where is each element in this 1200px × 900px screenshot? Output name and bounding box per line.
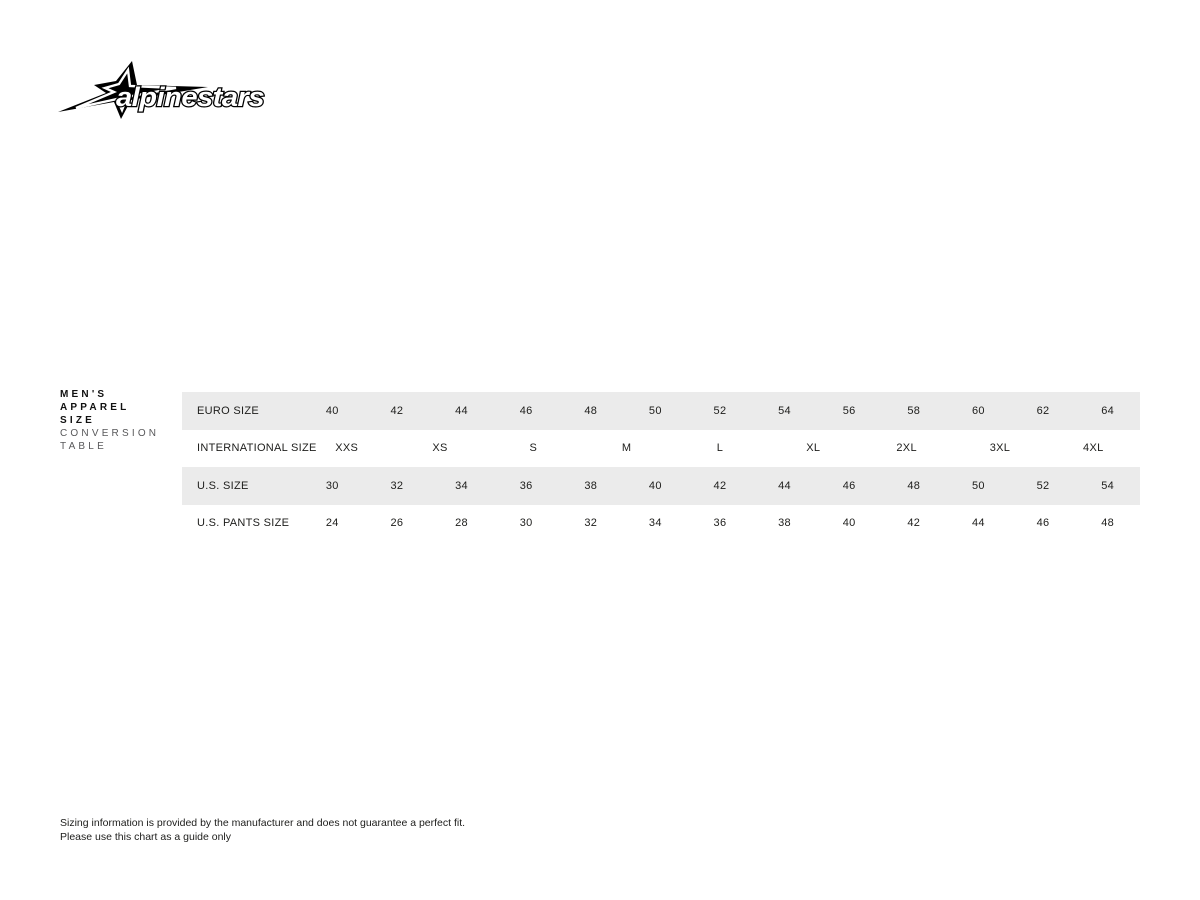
table-cell: 30 [519,517,533,530]
table-cell: 36 [713,517,727,530]
table-cell: 44 [971,517,985,530]
row-cells: XXS XS S M L XL 2XL 3XL 4XL [300,430,1140,468]
table-row: U.S. SIZE 30 32 34 36 38 40 42 44 46 48 50 52 54 [182,467,1140,505]
table-cell: 40 [842,517,856,530]
table-cell: 54 [778,404,791,417]
table-cell: L [716,442,724,455]
table-cell: 4XL [1083,442,1104,455]
row-label: U.S. PANTS SIZE [197,517,290,530]
chart-title: MEN'S APPAREL SIZE CONVERSION TABLE [60,388,159,453]
table-cell: 48 [1101,517,1115,530]
table-cell: 46 [1036,517,1050,530]
table-cell: 46 [842,479,856,492]
table-cell: 40 [648,479,662,492]
table-cell: 30 [325,479,339,492]
row-cells: 30 32 34 36 38 40 42 44 46 48 50 52 54 [300,467,1140,505]
row-cells: 24 26 28 30 32 34 36 38 40 42 44 46 48 [300,505,1140,543]
table-cell: 52 [713,404,727,417]
table-cell: 34 [648,517,662,530]
table-cell: 50 [971,479,985,492]
alpinestars-star-icon [58,61,208,119]
size-table: EURO SIZE 40 42 44 46 48 50 52 54 56 58 60 62 64 INTER… [182,392,1140,542]
table-cell: 40 [325,404,339,417]
table-cell: 28 [455,517,468,530]
table-cell: 38 [584,479,598,492]
row-label: U.S. SIZE [197,479,249,492]
footer-disclaimer: Sizing information is provided by the ma… [60,817,465,844]
table-cell: 56 [842,404,856,417]
row-label: EURO SIZE [197,404,259,417]
table-cell: 54 [1101,479,1115,492]
title-line: CONVERSION [60,428,160,439]
table-cell: 44 [778,479,791,492]
table-cell: S [529,442,538,455]
row-label: INTERNATIONAL SIZE [197,442,317,455]
table-cell: XS [432,442,448,455]
table-cell: 36 [519,479,533,492]
title-line: APPAREL [60,402,130,413]
table-row: EURO SIZE 40 42 44 46 48 50 52 54 56 58 60 62 64 [182,392,1140,430]
alpinestars-logo: alpinestars [58,61,266,119]
table-cell: 32 [584,517,598,530]
table-cell: 42 [390,404,404,417]
table-cell: 42 [713,479,727,492]
footer-line: Sizing information is provided by the ma… [60,817,466,829]
table-cell: 26 [390,517,404,530]
title-line: MEN'S [60,389,108,400]
title-line: TABLE [60,441,107,452]
table-cell: 58 [907,404,921,417]
table-row: INTERNATIONAL SIZE XXS XS S M L XL 2XL 3XL 4XL [182,430,1140,468]
table-cell: 46 [519,404,533,417]
table-cell: 48 [584,404,598,417]
table-cell: 52 [1036,479,1050,492]
table-cell: 48 [907,479,921,492]
table-cell: 32 [390,479,404,492]
table-cell: XXS [335,442,359,455]
table-cell: 42 [907,517,921,530]
row-cells: 40 42 44 46 48 50 52 54 56 58 60 62 64 [300,392,1140,430]
table-cell: 3XL [989,442,1011,455]
table-cell: 62 [1036,404,1050,417]
table-cell: XL [806,442,821,455]
table-cell: 50 [648,404,662,417]
table-cell: 44 [455,404,468,417]
logo-brand-text: alpinestars [116,82,265,112]
table-cell: 38 [778,517,791,530]
table-cell: 24 [325,517,339,530]
title-line: SIZE [60,415,96,426]
table-cell: M [621,442,632,455]
table-row: U.S. PANTS SIZE 24 26 28 30 32 34 36 38 40 42 44 46 4… [182,505,1140,543]
table-cell: 34 [455,479,468,492]
footer-line: Please use this chart as a guide only [60,830,232,843]
table-cell: 60 [971,404,985,417]
table-cell: 2XL [896,442,917,455]
table-cell: 64 [1101,404,1115,417]
